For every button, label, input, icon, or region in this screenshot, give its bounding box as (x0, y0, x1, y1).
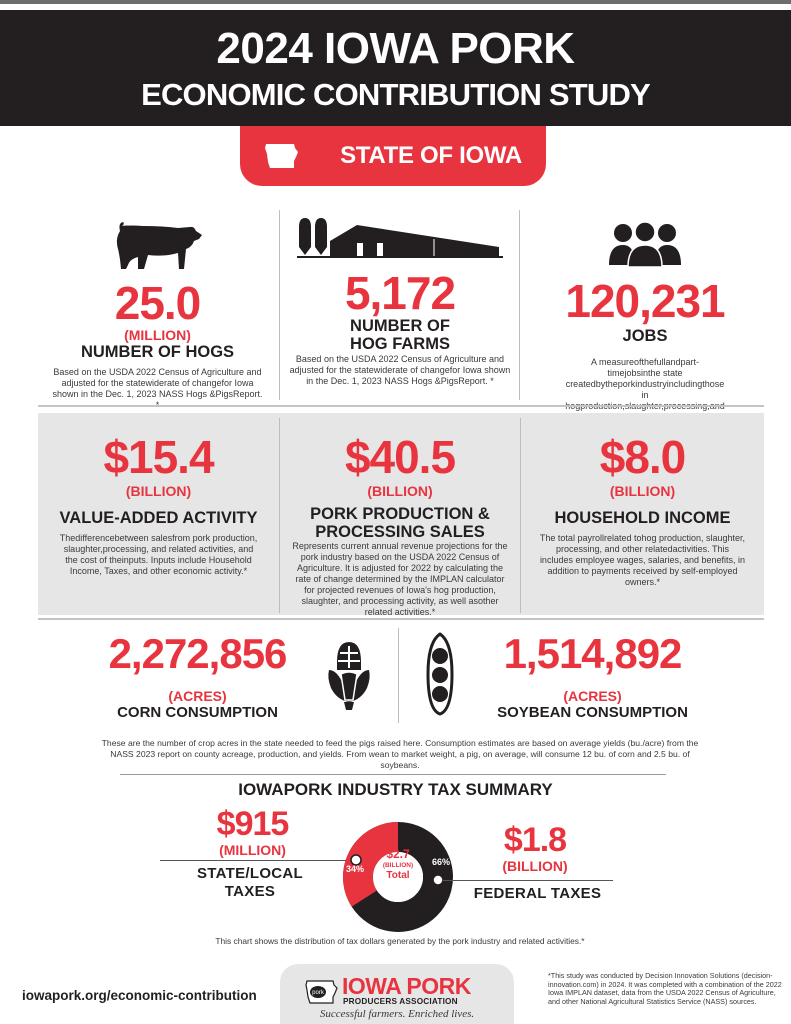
state-badge-label: STATE OF IOWA (340, 142, 522, 169)
logo-subtitle: PRODUCERS ASSOCIATION (343, 997, 458, 1006)
stat-number-of-hog-farms: 5,172 NUMBER OF HOG FARMS Based on the U… (285, 205, 515, 387)
value-added-value: $15.4 (103, 431, 214, 483)
farms-value: 5,172 (344, 267, 456, 319)
stats-row-1: 25.0 (MILLION) NUMBER OF HOGS Based on t… (40, 205, 765, 422)
people-group-icon (609, 221, 681, 267)
state-local-taxes: $915 (MILLION) (170, 806, 335, 858)
farms-description: Based on the USDA 2022 Census of Agricul… (289, 354, 511, 386)
jobs-label: JOBS (622, 327, 668, 345)
page-subtitle: ECONOMIC CONTRIBUTION STUDY (141, 77, 651, 112)
tax-chart-note: This chart shows the distribution of tax… (215, 936, 585, 946)
divider (279, 418, 280, 613)
pig-icon (116, 222, 202, 269)
household-income-value: $8.0 (599, 431, 687, 483)
tax-total-value: $2.7 (386, 847, 410, 861)
corn-label: CORN CONSUMPTION (117, 704, 278, 721)
website-link[interactable]: iowapork.org/economic-contribution (22, 988, 257, 1003)
pork-sales-label-line1: PORK PRODUCTION & (310, 505, 490, 523)
pork-sales-label-line2: PROCESSING SALES (315, 523, 485, 541)
title-banner: 2024 IOWA PORK ECONOMIC CONTRIBUTION STU… (0, 10, 791, 126)
stat-number-of-hogs: 25.0 (MILLION) NUMBER OF HOGS Based on t… (40, 205, 275, 411)
pork-sales-value: $40.5 (344, 431, 456, 483)
tax-total-label: Total (386, 870, 410, 881)
household-income-label: HOUSEHOLD INCOME (554, 509, 731, 527)
corn-icon (328, 642, 370, 710)
top-rule (0, 0, 791, 4)
household-income-description: The total payrollrelated tohog productio… (539, 533, 746, 587)
tax-total-center: $2.7 (BILLION) Total (373, 847, 423, 882)
state-local-pct: 34% (346, 864, 365, 874)
soybean-pod-icon (426, 632, 454, 716)
corn-value: 2,272,856 (108, 630, 288, 677)
stat-soybean-consumption: 1,514,892 (ACRES) SOYBEAN CONSUMPTION (490, 630, 695, 722)
farms-label-line2: HOG FARMS (350, 335, 450, 353)
divider (520, 418, 521, 613)
divider (398, 628, 399, 723)
value-added-unit: (BILLION) (125, 483, 192, 499)
stat-pork-sales: $40.5 (BILLION) PORK PRODUCTION & PROCES… (280, 413, 520, 618)
section-divider (120, 774, 666, 775)
stats-row-2: $15.4 (BILLION) VALUE-ADDED ACTIVITY The… (38, 413, 764, 618)
svg-text:pork: pork (312, 990, 325, 996)
soybean-value: 1,514,892 (503, 630, 683, 677)
soybean-unit: (ACRES) (563, 688, 622, 704)
tax-summary-title: IOWAPORK INDUSTRY TAX SUMMARY (238, 780, 553, 799)
logo-title: IOWA PORK (342, 973, 471, 999)
corn-unit: (ACRES) (168, 688, 227, 704)
divider (279, 210, 280, 400)
divider (519, 210, 520, 400)
logo-tagline: Successful farmers. Enriched lives. (319, 1008, 475, 1020)
study-footnote: *This study was conducted by Decision In… (548, 971, 782, 1006)
tax-total-unit: (BILLION) (382, 862, 414, 869)
state-local-leader-line (160, 860, 355, 861)
stat-corn-consumption: 2,272,856 (ACRES) CORN CONSUMPTION (90, 630, 305, 722)
state-badge: STATE OF IOWA (240, 126, 546, 186)
pork-sales-unit: (BILLION) (367, 483, 433, 499)
crop-consumption-row: 2,272,856 (ACRES) CORN CONSUMPTION 1,514… (0, 620, 791, 730)
iowa-pork-logo: pork IOWA PORK PRODUCERS ASSOCIATION Suc… (280, 964, 514, 1024)
jobs-value: 120,231 (565, 275, 725, 327)
hogs-unit: (MILLION) (124, 327, 191, 343)
federal-taxes: $1.8 (BILLION) (475, 822, 595, 874)
iowa-state-outline-icon (265, 144, 299, 168)
iowa-pork-badge-icon: pork (305, 980, 338, 1004)
farms-label-line1: NUMBER OF (350, 317, 450, 335)
page-title: 2024 IOWA PORK (216, 24, 575, 73)
federal-label: FEDERAL TAXES (473, 885, 602, 902)
stat-household-income: $8.0 (BILLION) HOUSEHOLD INCOME The tota… (521, 413, 764, 588)
crop-description: These are the number of crop acres in th… (101, 738, 699, 770)
hogs-label: NUMBER OF HOGS (80, 343, 235, 361)
state-local-label: STATE/LOCAL TAXES (196, 865, 304, 900)
household-income-unit: (BILLION) (609, 483, 676, 499)
federal-pct: 66% (432, 857, 451, 867)
soybean-label: SOYBEAN CONSUMPTION (497, 704, 688, 721)
state-local-value: $915 (216, 805, 290, 843)
stat-value-added: $15.4 (BILLION) VALUE-ADDED ACTIVITY The… (38, 413, 279, 577)
hog-barn-icon (297, 218, 503, 258)
tax-donut-chart (343, 822, 453, 932)
stat-jobs: 120,231 JOBS A measureofthefullandpart-t… (525, 205, 765, 423)
federal-leader-line (443, 880, 613, 881)
state-local-unit: (MILLION) (219, 842, 286, 858)
hogs-value: 25.0 (114, 277, 202, 329)
section-divider (38, 618, 764, 620)
value-added-label: VALUE-ADDED ACTIVITY (59, 509, 258, 527)
section-divider (38, 405, 764, 407)
federal-value: $1.8 (503, 821, 567, 859)
pork-sales-description: Represents current annual revenue projec… (292, 541, 508, 617)
federal-unit: (BILLION) (502, 858, 568, 874)
value-added-description: Thedifferencebetween salesfrom pork prod… (59, 533, 258, 576)
